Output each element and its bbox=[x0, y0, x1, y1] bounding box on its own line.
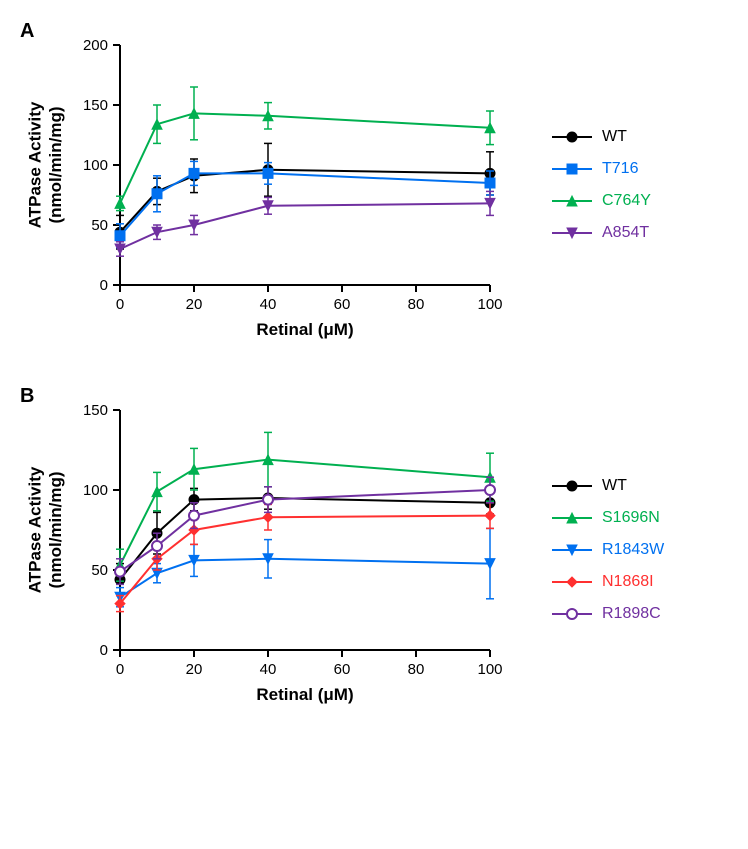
svg-text:0: 0 bbox=[116, 296, 124, 313]
legend-swatch bbox=[550, 159, 594, 179]
legend-item-n1868i: N1868I bbox=[550, 572, 664, 592]
legend-item-r1843w: R1843W bbox=[550, 540, 664, 560]
legend-swatch bbox=[550, 604, 594, 624]
legend-label: S1696N bbox=[602, 509, 660, 527]
legend-label: R1843W bbox=[602, 541, 664, 559]
legend-item-c764y: C764Y bbox=[550, 191, 651, 211]
legend-label: T716 bbox=[602, 160, 638, 178]
svg-text:Retinal (μM): Retinal (μM) bbox=[256, 685, 353, 704]
panel-b-label: B bbox=[20, 385, 34, 408]
legend-swatch bbox=[550, 127, 594, 147]
legend-swatch bbox=[550, 540, 594, 560]
legend-swatch bbox=[550, 191, 594, 211]
panel-b-row: 0 50 100 150 0 20 40 60 80 100 Retinal (μM) ATPase … bbox=[20, 385, 728, 715]
legend-a: WT T716 C764Y A854T bbox=[550, 127, 651, 243]
legend-swatch bbox=[550, 223, 594, 243]
svg-text:0: 0 bbox=[116, 661, 124, 678]
svg-text:100: 100 bbox=[477, 296, 502, 313]
legend-item-wt: WT bbox=[550, 127, 651, 147]
svg-text:150: 150 bbox=[83, 402, 108, 419]
svg-text:100: 100 bbox=[477, 661, 502, 678]
svg-text:40: 40 bbox=[260, 661, 277, 678]
svg-text:ATPase Activity(nmol/min/mg): ATPase Activity(nmol/min/mg) bbox=[26, 101, 65, 228]
svg-text:0: 0 bbox=[100, 642, 108, 659]
legend-swatch bbox=[550, 476, 594, 496]
svg-text:100: 100 bbox=[83, 157, 108, 174]
legend-label: N1868I bbox=[602, 573, 654, 591]
svg-text:60: 60 bbox=[334, 296, 351, 313]
panel-b: B 0 50 100 150 0 20 40 60 80 100 Retinal (μM) ATPas… bbox=[20, 385, 728, 715]
legend-item-r1898c: R1898C bbox=[550, 604, 664, 624]
legend-swatch bbox=[550, 508, 594, 528]
svg-text:50: 50 bbox=[91, 217, 108, 234]
svg-text:150: 150 bbox=[83, 97, 108, 114]
legend-label: WT bbox=[602, 128, 627, 146]
svg-text:100: 100 bbox=[83, 482, 108, 499]
panel-a-row: 0 50 100 150 200 0 20 40 60 80 100 Retinal (μM) ATPa… bbox=[20, 20, 728, 350]
svg-text:40: 40 bbox=[260, 296, 277, 313]
svg-text:ATPase Activity(nmol/min/mg): ATPase Activity(nmol/min/mg) bbox=[26, 466, 65, 593]
legend-swatch bbox=[550, 572, 594, 592]
legend-label: A854T bbox=[602, 224, 649, 242]
legend-label: WT bbox=[602, 477, 627, 495]
svg-text:20: 20 bbox=[186, 661, 203, 678]
legend-b: WT S1696N R1843W N1868I R1898C bbox=[550, 476, 664, 624]
svg-text:80: 80 bbox=[408, 296, 425, 313]
panel-a: A 0 50 100 150 200 0 20 40 60 80 100 Retinal (μM) AT… bbox=[20, 20, 728, 350]
svg-text:60: 60 bbox=[334, 661, 351, 678]
svg-text:80: 80 bbox=[408, 661, 425, 678]
svg-text:Retinal (μM): Retinal (μM) bbox=[256, 320, 353, 339]
legend-label: R1898C bbox=[602, 605, 661, 623]
svg-text:20: 20 bbox=[186, 296, 203, 313]
legend-label: C764Y bbox=[602, 192, 651, 210]
legend-item-t716: T716 bbox=[550, 159, 651, 179]
legend-item-wt: WT bbox=[550, 476, 664, 496]
legend-item-s1696n: S1696N bbox=[550, 508, 664, 528]
chart-b-svg: 0 50 100 150 0 20 40 60 80 100 Retinal (μM) ATPase … bbox=[20, 385, 540, 715]
legend-item-a854t: A854T bbox=[550, 223, 651, 243]
panel-a-label: A bbox=[20, 20, 34, 43]
svg-text:50: 50 bbox=[91, 562, 108, 579]
svg-text:200: 200 bbox=[83, 37, 108, 54]
chart-a-svg: 0 50 100 150 200 0 20 40 60 80 100 Retinal (μM) ATPa… bbox=[20, 20, 540, 350]
svg-text:0: 0 bbox=[100, 277, 108, 294]
